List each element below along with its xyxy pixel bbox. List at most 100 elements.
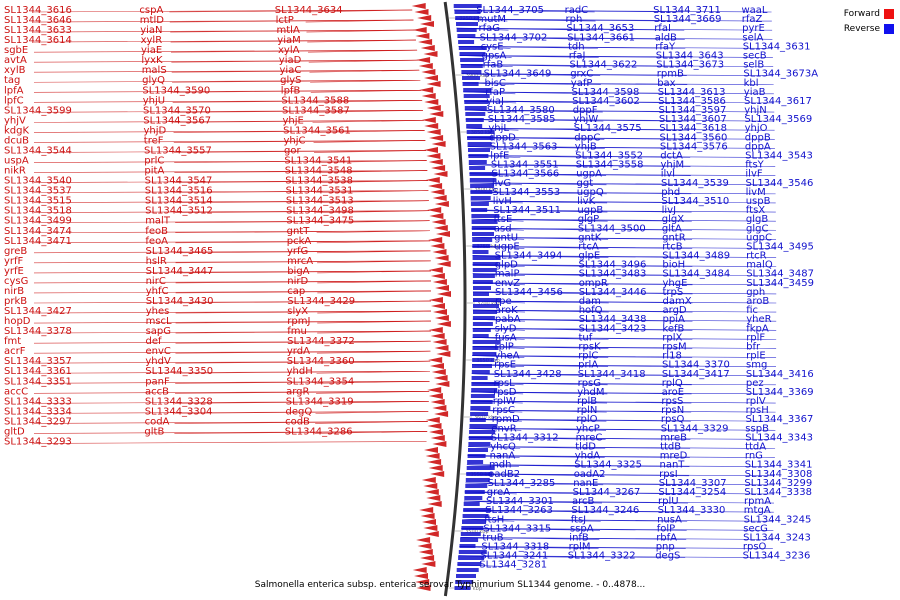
reverse-gene-label[interactable]: SL1344_3369 bbox=[746, 387, 814, 398]
forward-gene-label[interactable]: SL1344_3538 bbox=[285, 176, 353, 187]
reverse-gene-label[interactable]: damX bbox=[663, 296, 692, 307]
reverse-gene-label[interactable]: SL1344_3484 bbox=[662, 269, 730, 280]
forward-gene-label[interactable]: feoB bbox=[145, 226, 168, 237]
reverse-gene-label[interactable]: phd bbox=[661, 187, 680, 198]
forward-gene-label[interactable]: SL1344_3372 bbox=[287, 336, 355, 347]
reverse-gene-label[interactable]: SL1344_3560 bbox=[660, 132, 728, 143]
reverse-gene-label[interactable]: SL1344_3602 bbox=[572, 96, 640, 107]
forward-gene-label[interactable]: yhjV bbox=[4, 115, 26, 126]
forward-gene-label[interactable]: yhjU bbox=[143, 95, 165, 106]
forward-gene-label[interactable]: gor bbox=[284, 146, 301, 157]
forward-gene-label[interactable]: nirD bbox=[287, 276, 308, 287]
forward-gene-label[interactable]: mtlA bbox=[277, 25, 300, 36]
forward-gene-label[interactable]: lpfB bbox=[281, 85, 301, 96]
reverse-gene-label[interactable]: SL1344_3330 bbox=[658, 505, 726, 516]
forward-gene-label[interactable]: SL1344_3286 bbox=[285, 426, 353, 437]
reverse-gene-label[interactable]: glgC bbox=[746, 223, 768, 234]
reverse-gene-label[interactable]: SL1344_3245 bbox=[744, 514, 812, 525]
reverse-gene-label[interactable]: ppiA bbox=[663, 314, 685, 325]
forward-gene-label[interactable]: nirB bbox=[4, 286, 24, 297]
reverse-gene-label[interactable]: SL1344_3423 bbox=[579, 323, 647, 334]
reverse-gene-label[interactable]: SL1344_3510 bbox=[661, 196, 729, 207]
forward-gene-label[interactable]: bigA bbox=[287, 266, 309, 277]
forward-gene-label[interactable]: def bbox=[146, 336, 163, 347]
reverse-gene-label[interactable]: SL1344_3417 bbox=[662, 369, 730, 380]
forward-gene-label[interactable]: SL1344_3499 bbox=[4, 216, 72, 227]
reverse-gene-label[interactable]: SL1344_3438 bbox=[579, 314, 647, 325]
forward-gene-label[interactable]: slyX bbox=[287, 306, 308, 317]
reverse-gene-label[interactable]: SL1344_3246 bbox=[571, 505, 639, 516]
forward-gene-label[interactable]: yhdH bbox=[287, 366, 313, 377]
forward-gene-label[interactable]: fmu bbox=[287, 326, 307, 337]
reverse-gene-label[interactable]: dppA bbox=[745, 141, 771, 152]
reverse-gene-label[interactable]: SL1344_3546 bbox=[746, 178, 814, 189]
forward-gene-label[interactable]: SL1344_3430 bbox=[146, 296, 214, 307]
reverse-gene-label[interactable]: ftsX bbox=[746, 205, 765, 216]
reverse-gene-label[interactable]: bfr bbox=[746, 342, 761, 353]
reverse-gene-label[interactable]: rplX bbox=[662, 332, 682, 343]
reverse-gene-label[interactable]: SL1344_3338 bbox=[744, 487, 812, 498]
reverse-gene-label[interactable]: secB bbox=[743, 51, 767, 62]
reverse-gene-label[interactable]: SL1344_3299 bbox=[744, 478, 812, 489]
forward-gene-label[interactable]: yhjC bbox=[284, 135, 306, 146]
forward-gene-label[interactable]: SL1344_3361 bbox=[4, 366, 72, 377]
forward-gene-label[interactable]: pitA bbox=[144, 166, 164, 177]
forward-gene-label[interactable]: SL1344_3465 bbox=[146, 246, 214, 257]
reverse-gene-label[interactable]: waaL bbox=[742, 5, 768, 16]
reverse-gene-label[interactable]: yiaB bbox=[744, 87, 766, 98]
reverse-gene-label[interactable]: dppB bbox=[745, 132, 771, 143]
forward-gene-label[interactable]: SL1344_3557 bbox=[144, 146, 212, 157]
forward-gene-label[interactable]: avtA bbox=[4, 55, 27, 66]
reverse-gene-label[interactable]: SL1344_3496 bbox=[579, 260, 647, 271]
reverse-gene-label[interactable]: SL1344_3539 bbox=[661, 178, 729, 189]
forward-gene-label[interactable]: panF bbox=[145, 376, 170, 387]
reverse-gene-label[interactable]: SL1344_3367 bbox=[746, 414, 814, 425]
forward-gene-label[interactable]: xylR bbox=[141, 35, 163, 46]
reverse-gene-label[interactable]: SL1344_3543 bbox=[745, 151, 813, 162]
reverse-gene-label[interactable]: bioH bbox=[662, 260, 685, 271]
forward-gene-label[interactable]: SL1344_3634 bbox=[275, 5, 343, 16]
reverse-gene-label[interactable]: selA bbox=[742, 32, 763, 43]
forward-gene-label[interactable]: prkB bbox=[4, 296, 27, 307]
reverse-gene-label[interactable]: SL1344_3243 bbox=[743, 532, 811, 543]
reverse-gene-label[interactable]: trpS bbox=[663, 287, 684, 298]
reverse-gene-label[interactable]: yhjM bbox=[661, 160, 685, 171]
reverse-gene-label[interactable]: sspB bbox=[745, 423, 769, 434]
reverse-gene-label[interactable]: yheR bbox=[746, 314, 771, 325]
forward-gene-label[interactable]: SL1344_3333 bbox=[4, 396, 72, 407]
reverse-gene-label[interactable]: SL1344_3418 bbox=[578, 369, 646, 380]
reverse-gene-label[interactable]: gltA bbox=[662, 223, 682, 234]
reverse-gene-label[interactable]: yhjW bbox=[573, 114, 598, 125]
reverse-gene-label[interactable]: SL1344_3459 bbox=[746, 278, 814, 289]
reverse-gene-label[interactable]: mtgA bbox=[744, 505, 771, 516]
forward-gene-label[interactable]: nikR bbox=[4, 166, 26, 177]
reverse-gene-label[interactable]: bax bbox=[657, 78, 675, 89]
reverse-gene-label[interactable]: ilvI bbox=[661, 169, 675, 180]
reverse-gene-label[interactable]: rfaY bbox=[655, 41, 676, 52]
forward-gene-label[interactable]: SL1344_3548 bbox=[285, 166, 353, 177]
forward-gene-label[interactable]: SL1344_3512 bbox=[145, 206, 213, 217]
reverse-gene-label[interactable]: fkpA bbox=[746, 323, 769, 334]
reverse-gene-label[interactable]: ttdB bbox=[660, 442, 681, 453]
forward-gene-label[interactable]: SL1344_3616 bbox=[4, 5, 72, 16]
forward-gene-label[interactable]: prlC bbox=[144, 156, 164, 167]
reverse-gene-label[interactable]: SL1344_3575 bbox=[574, 123, 642, 134]
forward-gene-label[interactable]: lctP bbox=[276, 15, 294, 26]
forward-gene-label[interactable]: xylB bbox=[4, 65, 26, 76]
reverse-gene-label[interactable]: secG bbox=[743, 523, 768, 534]
reverse-gene-label[interactable]: SL1344_3607 bbox=[659, 114, 727, 125]
forward-gene-label[interactable]: SL1344_3334 bbox=[4, 406, 72, 417]
forward-gene-label[interactable]: SL1344_3646 bbox=[4, 15, 72, 26]
reverse-gene-label[interactable]: smg bbox=[746, 360, 767, 371]
reverse-gene-label[interactable]: rplV bbox=[746, 396, 766, 407]
reverse-gene-label[interactable]: kefB bbox=[662, 323, 684, 334]
reverse-gene-label[interactable]: fic bbox=[746, 305, 758, 316]
reverse-gene-label[interactable]: ttdA bbox=[745, 442, 766, 453]
reverse-gene-label[interactable]: SL1344_3325 bbox=[574, 460, 642, 471]
forward-gene-label[interactable]: SL1344_3515 bbox=[4, 196, 72, 207]
forward-gene-label[interactable]: SL1344_3357 bbox=[4, 356, 72, 367]
reverse-gene-label[interactable]: gntR bbox=[662, 232, 686, 243]
forward-gene-label[interactable]: accC bbox=[4, 386, 28, 397]
reverse-gene-label[interactable]: ilvF bbox=[745, 169, 762, 180]
forward-gene-label[interactable]: tag bbox=[4, 75, 20, 86]
